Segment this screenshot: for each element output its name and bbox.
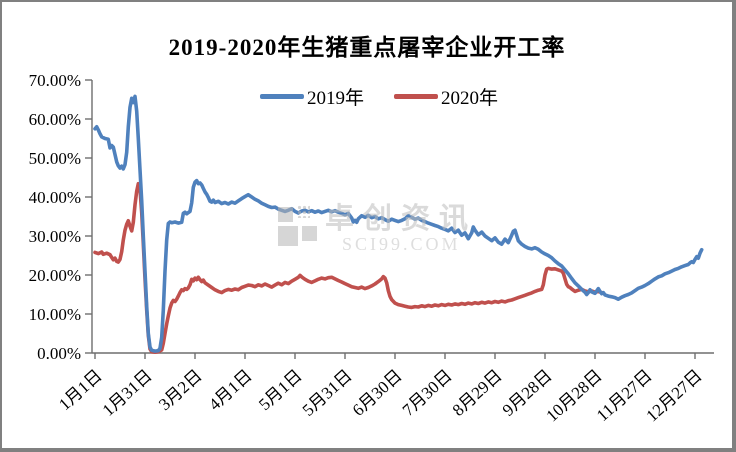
y-tick-label: 20.00%: [29, 266, 81, 285]
x-tick-label: 7月30日: [399, 366, 456, 420]
y-tick-label: 50.00%: [29, 149, 81, 168]
legend-item-2019: 2019年: [259, 83, 364, 110]
y-tick-label: 70.00%: [29, 71, 81, 90]
y-tick-label: 30.00%: [29, 227, 81, 246]
x-tick-label: 5月1日: [255, 366, 306, 414]
legend-2020-label: 2020年: [441, 88, 499, 109]
x-tick-label: 1月1日: [55, 366, 106, 414]
series-line-2019年: [93, 94, 704, 353]
chart-title: 2019-2020年生猪重点屠宰企业开工率: [168, 35, 566, 60]
y-tick-label: 0.00%: [37, 344, 81, 363]
legend-2019-label: 2019年: [306, 88, 364, 109]
legend: 2019年 2020年: [259, 83, 498, 110]
x-tick-label: 10月28日: [542, 366, 605, 426]
x-tick-label: 8月29日: [449, 366, 506, 420]
y-tick-label: 60.00%: [29, 110, 81, 129]
x-tick-label: 12月27日: [642, 366, 705, 426]
legend-2019-line-swatch: [259, 94, 304, 99]
y-tick-label: 40.00%: [29, 188, 81, 207]
x-tick-label: 5月31日: [299, 366, 356, 420]
series-line-2020年: [93, 181, 604, 355]
x-tick-label: 3月2日: [155, 366, 206, 414]
x-tick-label: 4月1日: [205, 366, 256, 414]
y-tick-label: 10.00%: [29, 305, 81, 324]
x-tick-label: 1月31日: [99, 366, 156, 420]
x-tick-label: 6月30日: [349, 366, 406, 420]
legend-2020-line-swatch: [394, 94, 438, 99]
legend-item-2020: 2020年: [394, 83, 498, 110]
